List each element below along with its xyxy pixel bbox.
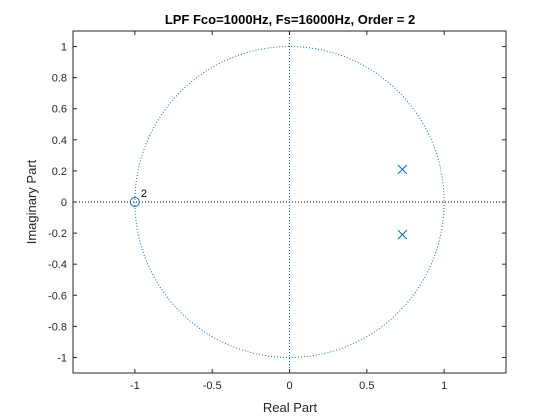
y-tick-label: -0.4 (48, 259, 67, 271)
pole-marker (397, 164, 408, 175)
y-tick-label: 1 (61, 42, 67, 54)
y-tick-label: 0.2 (52, 166, 67, 178)
x-axis-label: Real Part (263, 400, 318, 415)
y-tick-label: 0.6 (52, 104, 67, 116)
zero-marker (129, 197, 140, 207)
y-tick-label: 0.4 (52, 135, 67, 147)
pole-marker-stroke (397, 229, 408, 240)
y-tick-label: -0.8 (48, 321, 67, 333)
y-tick-label: -0.2 (48, 228, 67, 240)
y-axis-label: Imaginary Part (24, 159, 39, 244)
y-tick-label: 0 (61, 197, 67, 209)
pole-marker-stroke (397, 164, 408, 175)
unit-circle (134, 46, 445, 358)
y-tick-label: 0.8 (52, 73, 67, 85)
x-tick-label: -0.5 (203, 380, 222, 392)
zero-multiplicity-label: 2 (141, 188, 147, 200)
x-tick-label: 1 (441, 380, 447, 392)
pole-marker (397, 229, 408, 240)
y-tick-label: -0.6 (48, 290, 67, 302)
x-tick-label: 0.5 (359, 380, 374, 392)
chart-title: LPF Fco=1000Hz, Fs=16000Hz, Order = 2 (165, 12, 415, 27)
y-tick-label: -1 (57, 352, 67, 364)
x-tick-label: -1 (130, 380, 140, 392)
x-tick-label: 0 (286, 380, 292, 392)
